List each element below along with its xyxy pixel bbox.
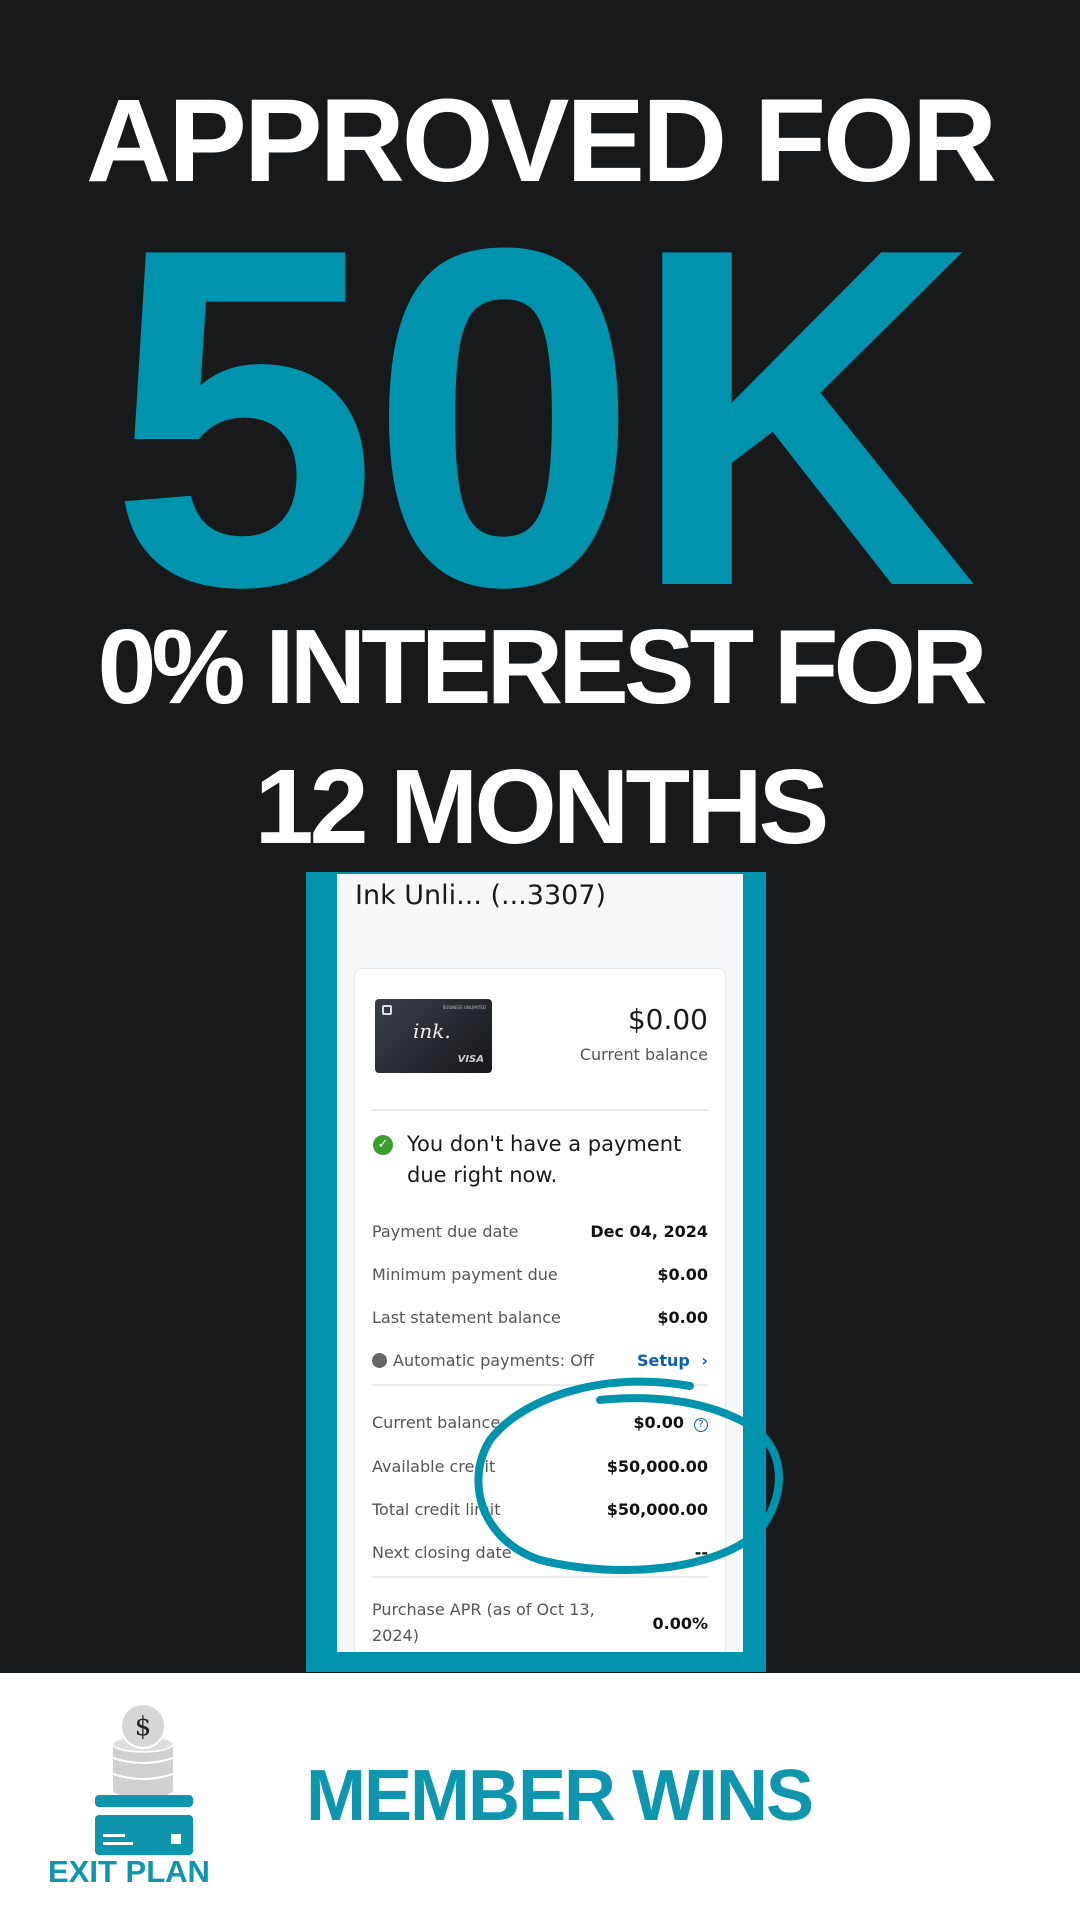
account-title: Ink Unli... (...3307) [355,880,607,911]
row-value: $0.00 [657,1265,708,1284]
divider [372,1576,708,1578]
credit-card-image: BUSINESS UNLIMITED ink. VISA [375,999,492,1073]
row-current-balance: Current balance $0.00? [372,1408,708,1438]
apr-label-line2: 2024) [372,1626,419,1645]
row-value: $50,000.00 [606,1457,708,1476]
ink-logo: ink. [413,1019,451,1043]
apr-label-line1: Purchase APR (as of Oct 13, [372,1600,595,1619]
exit-plan-logo-text: EXIT PLAN [48,1854,210,1889]
check-circle-icon: ✓ [373,1135,393,1155]
autopay-label: Automatic payments: Off [393,1351,594,1370]
row-minimum-payment: Minimum payment due $0.00 [372,1260,708,1290]
status-dot-icon [372,1353,387,1368]
chase-logo-icon [382,1005,392,1015]
row-label: Last statement balance [372,1308,561,1327]
current-balance-amount: $0.00 [627,1003,708,1036]
frame-bottom [306,1652,766,1672]
help-icon[interactable]: ? [694,1418,708,1432]
row-label: Next closing date [372,1543,512,1562]
row-autopay: Automatic payments: Off Setup › [372,1346,708,1376]
row-available-credit: Available credit $50,000.00 [372,1452,708,1482]
row-next-closing-date: Next closing date -- [372,1538,708,1568]
exit-plan-logo-icon: $ [95,1703,193,1855]
footer: $ EXIT PLAN MEMBER WINS [0,1673,1080,1920]
card-brand-text: BUSINESS UNLIMITED [442,1005,486,1010]
svg-text:$: $ [135,1712,152,1742]
row-purchase-apr: Purchase APR (as of Oct 13, 2024) 0.00% [372,1597,708,1652]
row-value: Dec 04, 2024 [590,1222,708,1241]
setup-label: Setup [636,1351,690,1370]
payment-status-message: You don't have a payment due right now. [407,1132,682,1187]
row-label: Total credit limit [372,1500,501,1519]
row-payment-due-date: Payment due date Dec 04, 2024 [372,1217,708,1247]
headline-approved: APPROVED FOR [85,75,997,207]
phone-screenshot-frame: Ink Unli... (...3307) BUSINESS UNLIMITED… [306,872,766,1672]
row-value-text: $0.00 [633,1413,684,1432]
current-balance-label: Current balance [579,1045,708,1064]
chevron-right-icon: › [701,1351,708,1370]
row-label: Available credit [372,1457,496,1476]
row-value: $50,000.00 [606,1500,708,1519]
row-value: $0.00 [657,1308,708,1327]
account-screen: Ink Unli... (...3307) BUSINESS UNLIMITED… [337,874,743,1652]
divider [372,1384,708,1386]
row-label: Minimum payment due [372,1265,558,1284]
row-label: Current balance [372,1413,501,1432]
row-label: Payment due date [372,1222,519,1241]
row-value: $0.00? [633,1408,708,1438]
divider [372,1109,708,1111]
visa-logo: VISA [457,1054,484,1065]
account-summary-card: BUSINESS UNLIMITED ink. VISA $0.00 Curre… [354,968,726,1652]
headline-amount: 50K [109,149,978,687]
row-value: -- [694,1543,708,1562]
headline-months: 12 MONTHS [254,748,830,866]
apr-value: 0.00% [652,1614,708,1633]
row-total-credit-limit: Total credit limit $50,000.00 [372,1495,708,1525]
headline-interest: 0% INTEREST FOR [97,608,987,726]
setup-autopay-link[interactable]: Setup › [637,1346,708,1376]
member-wins-title: MEMBER WINS [306,1756,814,1836]
row-last-statement: Last statement balance $0.00 [372,1303,708,1333]
